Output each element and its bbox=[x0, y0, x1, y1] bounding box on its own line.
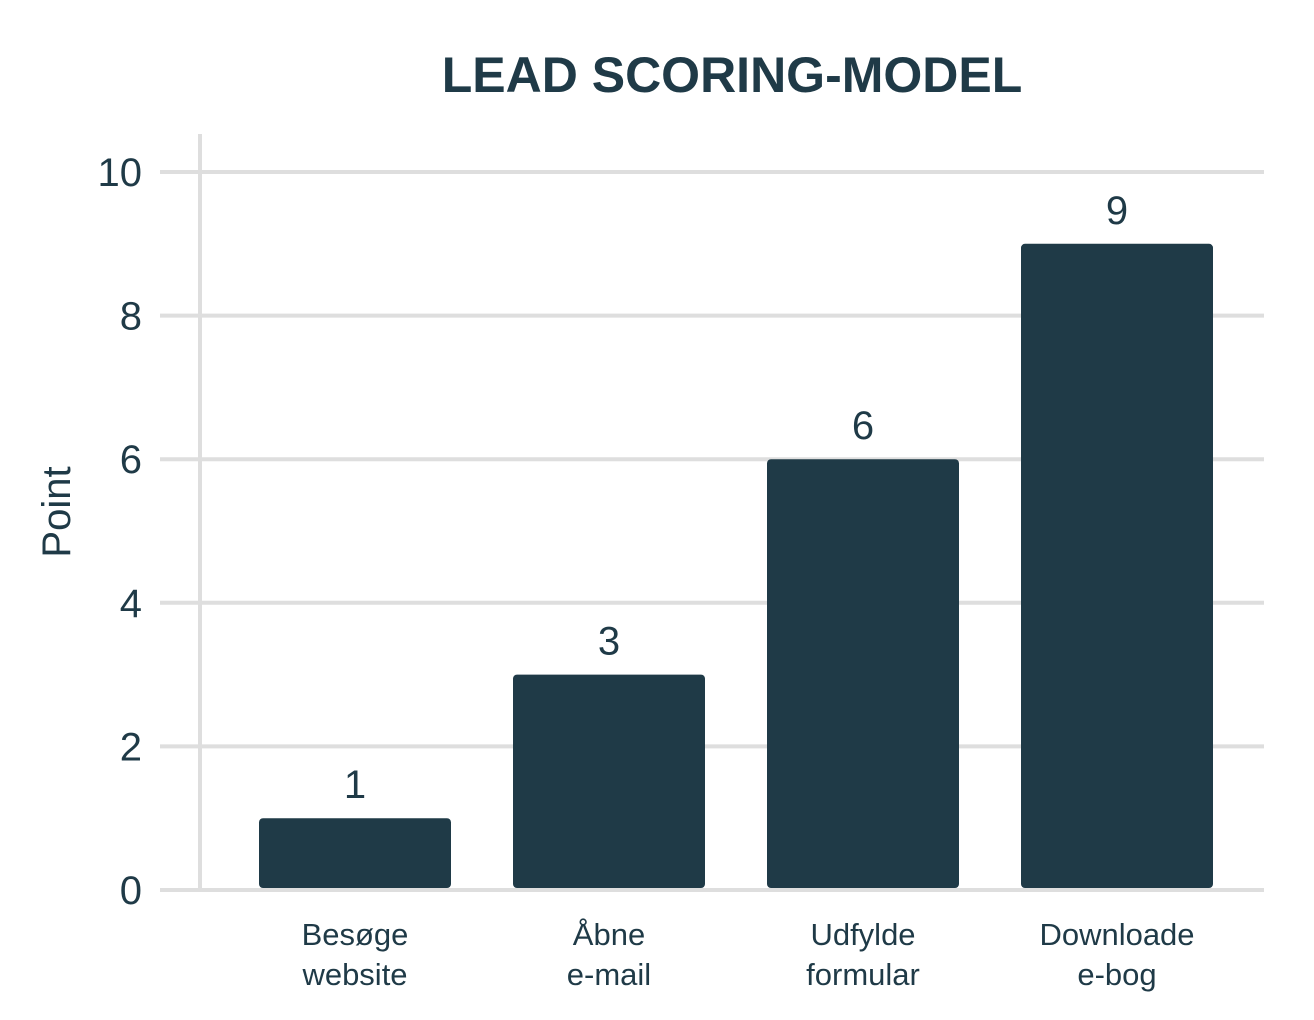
x-category-label: Udfylde bbox=[810, 917, 915, 952]
bar-1 bbox=[513, 674, 705, 888]
bars bbox=[259, 243, 1213, 889]
x-category-label: Besøge bbox=[302, 917, 409, 952]
x-category-label: e-bog bbox=[1077, 957, 1156, 992]
y-axis-ticks: 0 2 4 6 8 10 bbox=[98, 151, 143, 913]
y-tick-label: 4 bbox=[120, 582, 142, 626]
bar-0 bbox=[259, 818, 451, 888]
bar-2 bbox=[767, 459, 959, 888]
x-category-label: Downloade bbox=[1039, 917, 1194, 952]
x-category-label: formular bbox=[806, 957, 920, 992]
chart-title: LEAD SCORING-MODEL bbox=[442, 47, 1023, 103]
y-axis-label: Point bbox=[35, 466, 79, 557]
x-axis-categories: Besøge website Åbne e-mail Udfylde formular Do… bbox=[301, 917, 1194, 992]
data-labels: 1 3 6 9 bbox=[344, 189, 1128, 807]
y-tick-label: 10 bbox=[98, 151, 143, 195]
data-label: 1 bbox=[344, 763, 366, 807]
gridlines bbox=[160, 170, 1264, 892]
data-label: 6 bbox=[852, 404, 874, 448]
data-label: 9 bbox=[1106, 189, 1128, 233]
y-tick-label: 0 bbox=[120, 869, 142, 913]
y-tick-label: 6 bbox=[120, 438, 142, 482]
y-tick-label: 2 bbox=[120, 725, 142, 769]
data-label: 3 bbox=[598, 620, 620, 664]
y-tick-label: 8 bbox=[120, 295, 142, 339]
x-category-label: e-mail bbox=[567, 957, 651, 992]
bar-3 bbox=[1021, 243, 1213, 889]
x-category-label: website bbox=[301, 957, 407, 992]
x-category-label: Åbne bbox=[573, 917, 645, 952]
